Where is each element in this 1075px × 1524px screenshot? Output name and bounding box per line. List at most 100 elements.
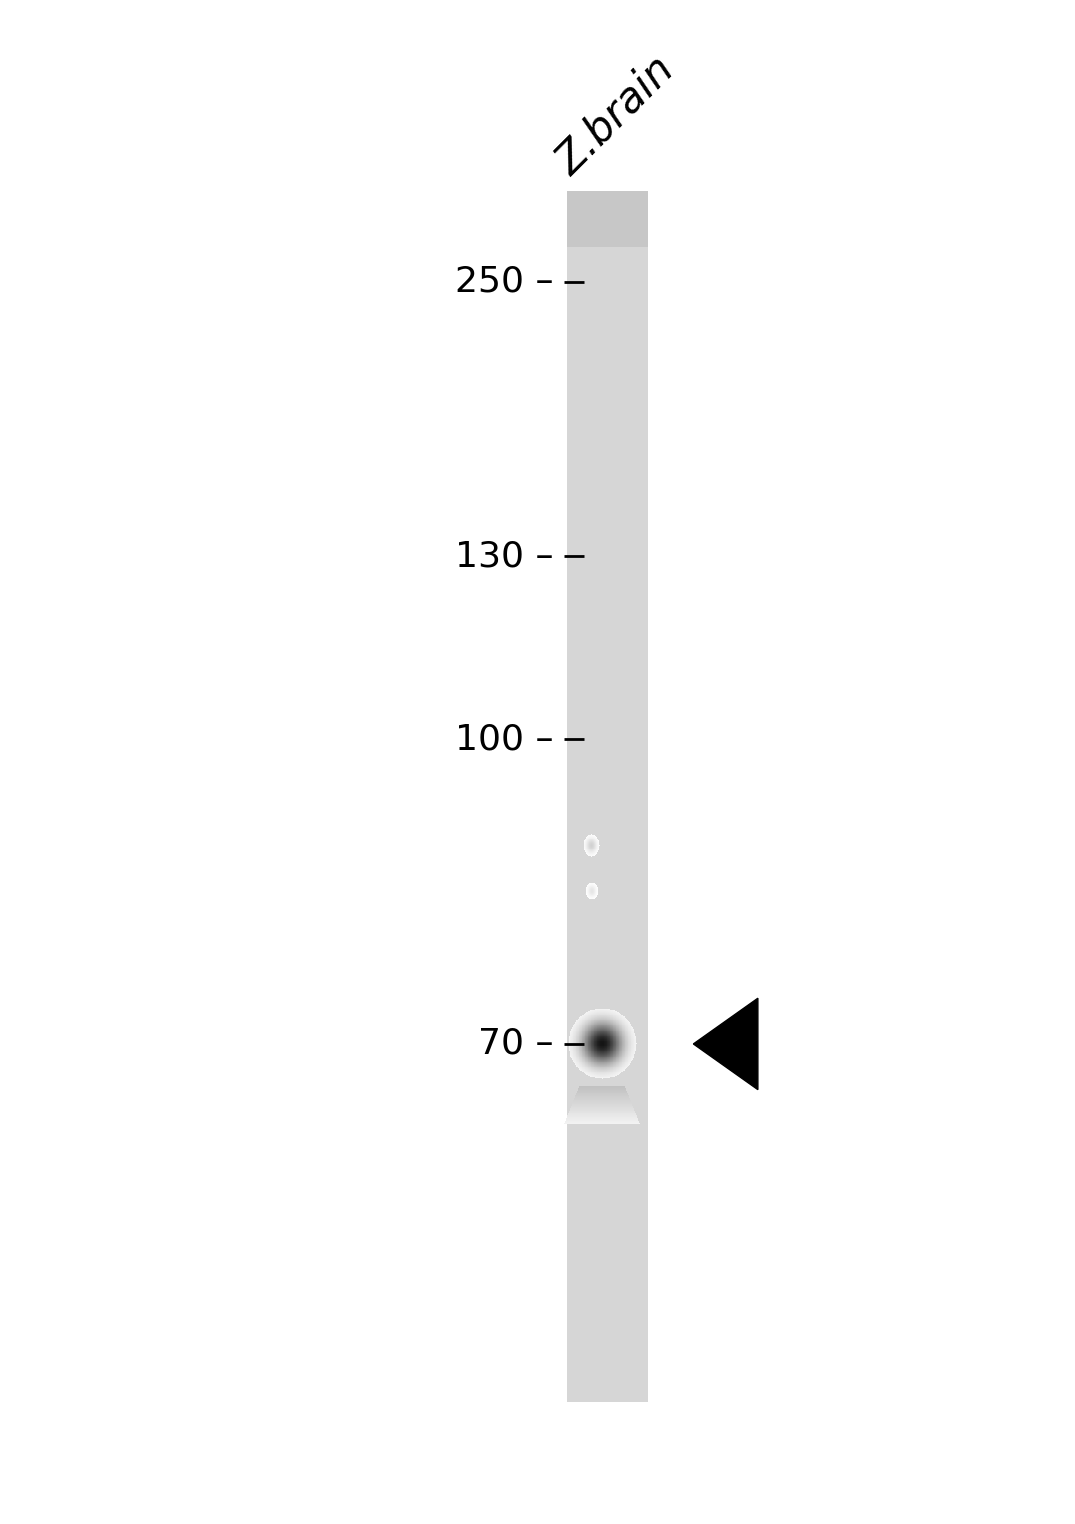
Bar — [568, 450, 647, 453]
Bar — [568, 477, 647, 482]
Bar — [568, 1216, 647, 1221]
Bar — [568, 962, 647, 966]
Bar — [568, 582, 647, 587]
Bar — [568, 744, 647, 748]
Bar — [568, 320, 647, 323]
Bar — [568, 1135, 647, 1140]
Bar — [568, 1253, 647, 1257]
Bar — [568, 352, 647, 357]
Bar — [568, 1373, 647, 1378]
Bar — [568, 876, 647, 881]
Bar — [568, 1140, 647, 1143]
Bar — [568, 384, 647, 389]
Bar — [568, 518, 647, 521]
Bar — [568, 1233, 647, 1236]
Bar — [568, 530, 647, 533]
Bar — [568, 562, 647, 565]
Bar — [568, 991, 647, 994]
Bar — [568, 1236, 647, 1241]
Bar — [568, 219, 647, 223]
Bar — [568, 1116, 647, 1119]
Bar — [568, 1006, 647, 1010]
Bar — [568, 1111, 647, 1116]
Bar — [568, 1167, 647, 1172]
Bar — [568, 917, 647, 922]
Bar — [568, 190, 647, 195]
Bar — [568, 408, 647, 413]
Bar — [568, 315, 647, 320]
Bar — [568, 626, 647, 631]
Bar — [568, 465, 647, 469]
Bar — [568, 1160, 647, 1164]
Bar — [568, 247, 647, 251]
Bar — [568, 1087, 647, 1091]
Bar — [568, 437, 647, 440]
Bar — [568, 404, 647, 408]
Bar — [568, 820, 647, 824]
Bar — [568, 296, 647, 300]
Bar — [568, 472, 647, 477]
Bar — [568, 853, 647, 856]
Bar — [568, 760, 647, 764]
Bar — [568, 1385, 647, 1390]
Bar — [568, 369, 647, 372]
Bar — [568, 1099, 647, 1103]
Bar — [568, 198, 647, 203]
Bar — [568, 482, 647, 485]
Bar — [568, 1055, 647, 1059]
Bar — [568, 893, 647, 898]
Bar — [568, 364, 647, 369]
Bar — [568, 264, 647, 267]
Bar — [568, 969, 647, 974]
Bar — [568, 335, 647, 340]
Bar — [568, 332, 647, 335]
Bar — [568, 937, 647, 942]
Bar — [568, 1212, 647, 1216]
Bar — [568, 1305, 647, 1309]
Bar — [568, 651, 647, 655]
Bar — [568, 357, 647, 360]
Bar — [568, 675, 647, 680]
Bar — [568, 1039, 647, 1042]
Bar — [568, 837, 647, 841]
Bar — [568, 276, 647, 279]
Text: Z.brain: Z.brain — [548, 47, 683, 183]
Bar — [568, 707, 647, 712]
Bar — [568, 457, 647, 462]
Bar — [568, 824, 647, 829]
Bar — [568, 715, 647, 719]
Bar — [568, 905, 647, 910]
Bar — [568, 692, 647, 695]
Bar — [568, 646, 647, 651]
Bar — [568, 776, 647, 780]
Bar — [568, 954, 647, 957]
Bar — [568, 639, 647, 643]
Bar — [568, 1108, 647, 1111]
Bar — [568, 1297, 647, 1301]
Bar — [568, 1338, 647, 1341]
Bar — [568, 376, 647, 381]
Bar — [568, 594, 647, 599]
Bar — [568, 1079, 647, 1084]
Bar — [568, 392, 647, 396]
Bar — [568, 695, 647, 700]
Bar — [568, 768, 647, 773]
Bar — [568, 1030, 647, 1035]
Bar — [568, 712, 647, 716]
Bar — [568, 792, 647, 796]
Bar — [568, 658, 647, 663]
Bar — [568, 1309, 647, 1314]
Bar — [568, 901, 647, 905]
Bar — [568, 575, 647, 578]
Bar — [568, 223, 647, 227]
Bar — [568, 796, 647, 800]
Bar — [568, 1382, 647, 1385]
Bar — [568, 1285, 647, 1289]
Bar — [568, 1189, 647, 1192]
Bar — [568, 986, 647, 991]
Bar — [568, 1201, 647, 1204]
Bar — [568, 829, 647, 832]
Bar — [568, 643, 647, 646]
Bar — [568, 910, 647, 913]
Bar — [568, 1196, 647, 1201]
